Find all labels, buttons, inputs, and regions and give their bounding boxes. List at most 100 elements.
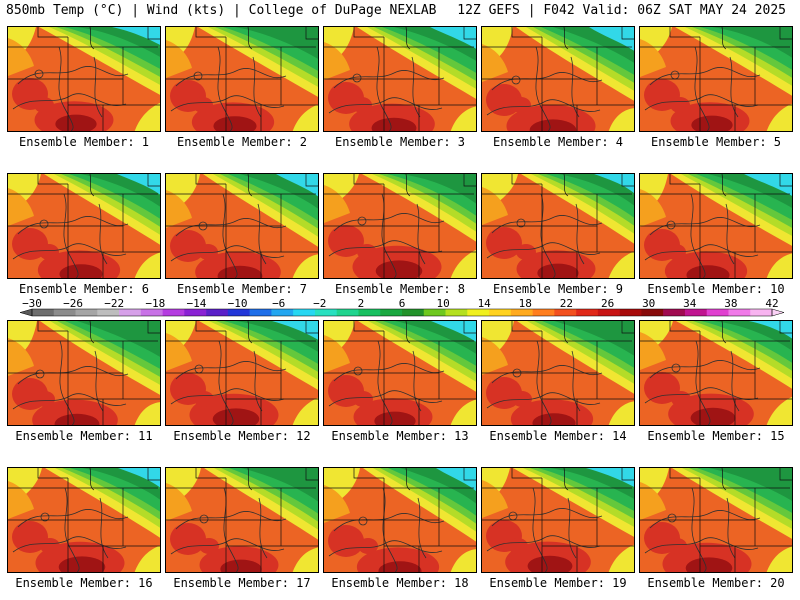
colorbar-segment — [293, 309, 316, 316]
colorbar-segment — [206, 309, 229, 316]
colorbar-segment — [162, 309, 185, 316]
colorbar-segment — [32, 309, 55, 316]
colorbar-segment — [227, 309, 250, 316]
temperature-field-map — [166, 174, 318, 278]
colorbar-segment — [467, 309, 490, 316]
ensemble-member-label: Ensemble Member: 15 — [647, 429, 785, 443]
ensemble-map-panel — [323, 26, 477, 132]
colorbar-tick-label: 6 — [399, 297, 406, 310]
colorbar-segment — [249, 309, 272, 316]
ensemble-map-panel — [165, 26, 319, 132]
colorbar-segment — [532, 309, 555, 316]
ensemble-member-label: Ensemble Member: 7 — [176, 282, 308, 296]
colorbar-segment — [750, 309, 773, 316]
colorbar-tick-label: 30 — [642, 297, 655, 310]
colorbar-segment — [510, 309, 533, 316]
colorbar-segment — [728, 309, 751, 316]
ensemble-member-label: Ensemble Member: 16 — [15, 576, 153, 590]
temperature-field-map — [640, 321, 792, 425]
ensemble-map-panel — [639, 173, 793, 279]
temperature-field-map — [8, 321, 160, 425]
colorbar-segment — [184, 309, 207, 316]
colorbar-segment — [336, 309, 359, 316]
temperature-field-map — [324, 174, 476, 278]
temperature-field-map — [482, 321, 634, 425]
colorbar-tick-label: 18 — [519, 297, 532, 310]
temperature-field-map — [8, 27, 160, 131]
temperature-field-map — [324, 321, 476, 425]
colorbar-tick-label: −30 — [22, 297, 42, 310]
colorbar-segment — [358, 309, 381, 316]
ensemble-map-panel — [165, 173, 319, 279]
colorbar-segment — [423, 309, 446, 316]
ensemble-member-label: Ensemble Member: 13 — [331, 429, 469, 443]
temperature-field-map — [324, 27, 476, 131]
model-valid-time: 12Z GEFS | F042 Valid: 06Z SAT MAY 24 20… — [457, 3, 786, 18]
temperature-field-map — [640, 468, 792, 572]
ensemble-member-label: Ensemble Member: 9 — [492, 282, 624, 296]
ensemble-member-label: Ensemble Member: 17 — [173, 576, 311, 590]
colorbar-segment — [597, 309, 620, 316]
map-title: 850mb Temp (°C) | Wind (kts) | College o… — [6, 3, 437, 18]
colorbar-tick-label: −6 — [272, 297, 285, 310]
ensemble-member-label: Ensemble Member: 11 — [15, 429, 153, 443]
temperature-field-map — [482, 174, 634, 278]
ensemble-map-panel — [639, 320, 793, 426]
colorbar-segment — [402, 309, 425, 316]
colorbar-tick-label: 10 — [436, 297, 449, 310]
colorbar-tick-label: 42 — [765, 297, 778, 310]
ensemble-member-label: Ensemble Member: 4 — [492, 135, 624, 149]
colorbar-segment — [75, 309, 98, 316]
ensemble-map-panel — [165, 467, 319, 573]
ensemble-map-panel — [323, 173, 477, 279]
ensemble-member-label: Ensemble Member: 10 — [647, 282, 785, 296]
ensemble-member-label: Ensemble Member: 1 — [18, 135, 150, 149]
ensemble-map-panel — [7, 467, 161, 573]
ensemble-map-panel — [165, 320, 319, 426]
ensemble-map-panel — [323, 467, 477, 573]
colorbar-segment — [445, 309, 468, 316]
temperature-field-map — [640, 27, 792, 131]
colorbar-tick-label: 22 — [560, 297, 573, 310]
temperature-field-map — [166, 321, 318, 425]
ensemble-map-panel — [7, 173, 161, 279]
colorbar-high-arrow — [771, 308, 785, 317]
ensemble-map-panel — [481, 173, 635, 279]
temperature-field-map — [8, 468, 160, 572]
ensemble-map-panel — [481, 320, 635, 426]
ensemble-member-label: Ensemble Member: 12 — [173, 429, 311, 443]
colorbar-low-arrow — [19, 308, 33, 317]
colorbar-segment — [380, 309, 403, 316]
temperature-field-map — [640, 174, 792, 278]
colorbar-segment — [97, 309, 120, 316]
temperature-field-map — [166, 27, 318, 131]
colorbar-tick-label: −22 — [104, 297, 124, 310]
colorbar-segment — [641, 309, 664, 316]
temperature-field-map — [166, 468, 318, 572]
temperature-field-map — [482, 27, 634, 131]
colorbar-tick-label: 2 — [358, 297, 365, 310]
ensemble-map-panel — [639, 467, 793, 573]
ensemble-map-panel — [323, 320, 477, 426]
colorbar-tick-label: −18 — [145, 297, 165, 310]
ensemble-map-panel — [481, 467, 635, 573]
colorbar-segment — [140, 309, 163, 316]
ensemble-member-label: Ensemble Member: 6 — [18, 282, 150, 296]
ensemble-member-label: Ensemble Member: 8 — [334, 282, 466, 296]
colorbar-tick-label: 26 — [601, 297, 614, 310]
colorbar-segment — [271, 309, 294, 316]
ensemble-member-label: Ensemble Member: 18 — [331, 576, 469, 590]
ensemble-map-panel — [7, 320, 161, 426]
colorbar-tick-label: −10 — [228, 297, 248, 310]
colorbar-segment — [684, 309, 707, 316]
colorbar-tick-label: 38 — [724, 297, 737, 310]
colorbar-tick-label: 14 — [478, 297, 492, 310]
colorbar-tick-label: −14 — [186, 297, 206, 310]
colorbar-segment — [554, 309, 577, 316]
colorbar-segment — [119, 309, 142, 316]
temperature-field-map — [482, 468, 634, 572]
colorbar-tick-label: −2 — [313, 297, 326, 310]
ensemble-member-label: Ensemble Member: 20 — [647, 576, 785, 590]
ensemble-map-panel — [7, 26, 161, 132]
ensemble-member-label: Ensemble Member: 2 — [176, 135, 308, 149]
